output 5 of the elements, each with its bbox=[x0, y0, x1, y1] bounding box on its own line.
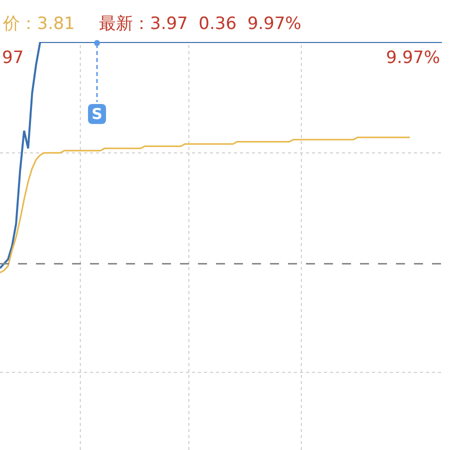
annotation: S bbox=[92, 105, 102, 123]
annotation: 97 bbox=[2, 48, 24, 68]
text: 价：3.81 bbox=[2, 14, 75, 34]
text: 最新：3.97 0.36 9.97% bbox=[99, 14, 302, 34]
annotation: 9.97% bbox=[386, 48, 440, 68]
